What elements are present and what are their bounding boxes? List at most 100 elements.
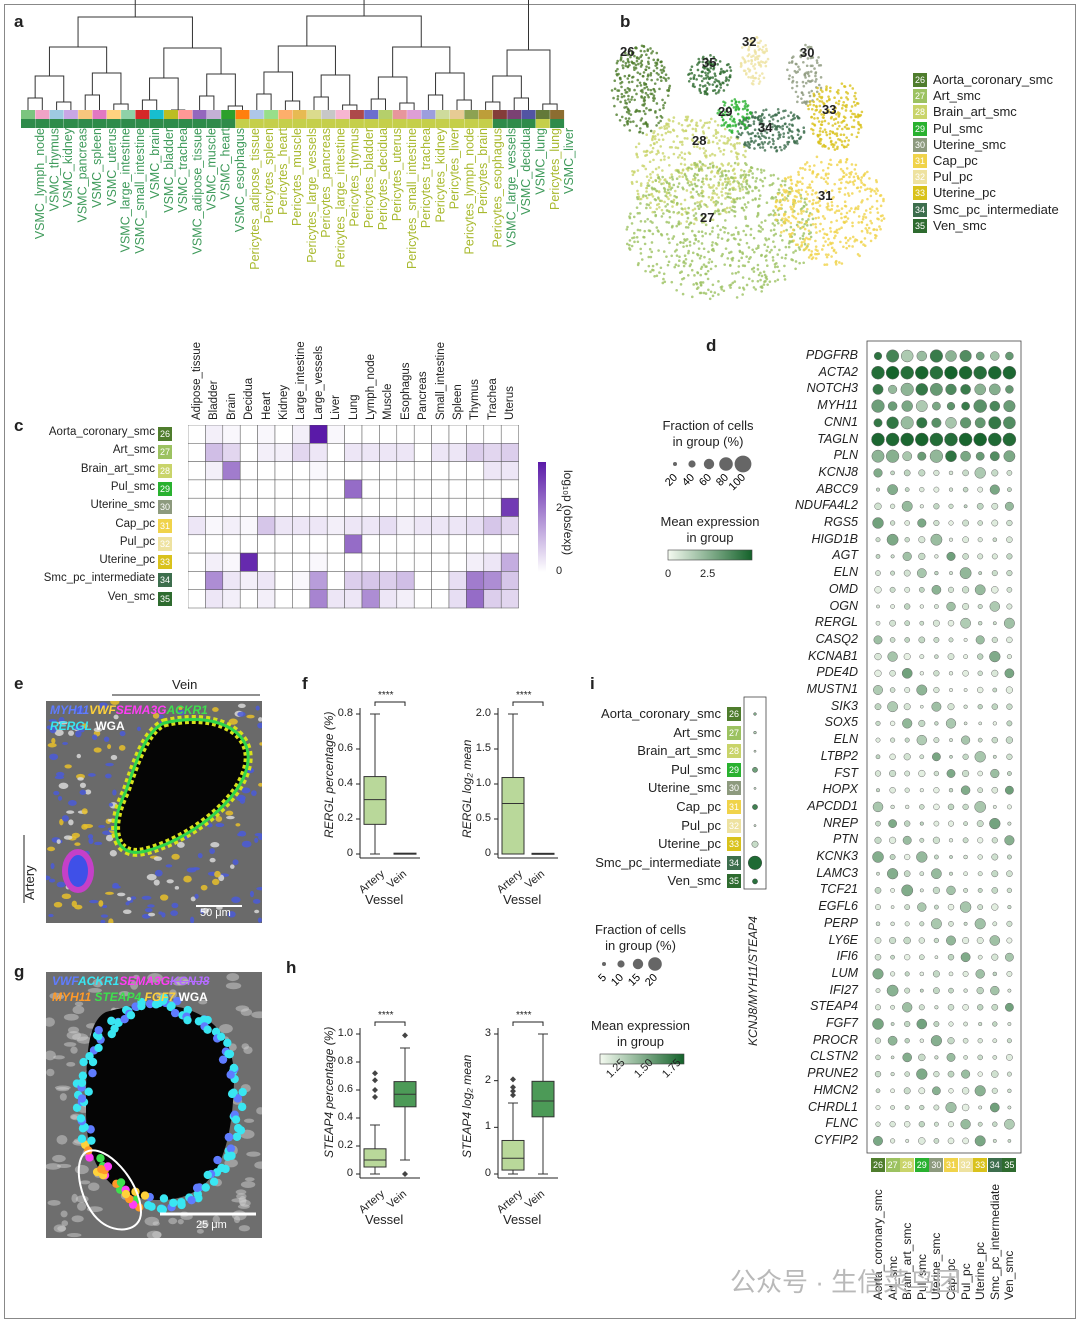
umap-cell-point — [875, 199, 879, 203]
umap-cell-point — [702, 77, 706, 80]
umap-cell-point — [653, 82, 657, 85]
heat-cell — [188, 589, 206, 609]
umap-cell-point — [870, 221, 874, 225]
i-row-art_smc: Art_smc — [673, 724, 721, 740]
e-cell-spot — [144, 908, 153, 913]
a-strip-celltype — [521, 119, 536, 128]
i-dot — [747, 855, 763, 870]
umap-cell-point — [778, 248, 781, 252]
umap-cell-point — [742, 229, 745, 233]
umap-cell-point — [749, 111, 752, 114]
umap-cell-point — [643, 229, 647, 233]
d-dot — [901, 884, 914, 897]
umap-cell-point — [732, 233, 736, 236]
umap-cell-point — [616, 97, 620, 101]
d-xlabel-smc_pc_intermediate: Smc_pc_intermediate — [987, 1183, 1002, 1300]
d-dot — [946, 601, 956, 612]
g-cell-dot — [78, 1071, 88, 1080]
umap-cell-point — [738, 141, 741, 145]
umap-cell-point — [852, 100, 856, 104]
umap-cell-point — [730, 200, 734, 204]
umap-cell-point — [674, 146, 678, 149]
legend-label-29: Pul_smc — [933, 120, 983, 136]
d-dot — [875, 554, 881, 559]
e-cell-spot — [103, 736, 110, 742]
umap-cell-point — [801, 80, 805, 84]
heat-cell — [431, 534, 450, 554]
d-chip-26: 26 — [871, 1158, 885, 1172]
umap-cell-point — [810, 107, 814, 111]
umap-cell-point — [782, 229, 786, 233]
g-tissue-spot — [76, 1036, 93, 1044]
umap-cell-point — [754, 198, 757, 201]
umap-cell-point — [728, 251, 731, 255]
umap-cell-point — [868, 187, 872, 191]
umap-cell-point — [746, 126, 749, 129]
a-label-vsmc_thymus: VSMC_thymus — [47, 128, 62, 212]
umap-cell-point — [863, 237, 867, 240]
umap-cell-point — [657, 180, 661, 184]
umap-cell-point — [752, 64, 755, 68]
d-dot — [947, 586, 955, 593]
e-cell-spot — [241, 840, 252, 848]
umap-cell-point — [642, 71, 646, 74]
d-dot — [889, 503, 896, 509]
c-row-smc_pc_intermediate: Smc_pc_intermediate — [43, 572, 155, 585]
g-stain-myh11: MYH11 — [52, 990, 92, 1004]
d-dot — [991, 1087, 998, 1094]
umap-cell-point — [766, 57, 770, 61]
a-dendrogram-link — [199, 95, 215, 110]
d-dot — [948, 537, 954, 542]
umap-cell-point — [624, 99, 627, 102]
d-dot — [989, 650, 1001, 663]
heat-cell — [466, 479, 485, 499]
umap-cell-point — [707, 261, 711, 264]
umap-cell-point — [783, 278, 787, 281]
umap-cell-point — [668, 182, 671, 185]
d-chip-35: 35 — [1002, 1158, 1017, 1172]
umap-cell-point — [709, 186, 712, 189]
d-dot — [963, 688, 968, 692]
umap-cell-point — [662, 186, 666, 190]
umap-cell-point — [680, 207, 684, 210]
umap-cell-point — [847, 139, 850, 142]
c-chip-26: 26 — [158, 427, 172, 441]
umap-cell-point — [818, 204, 822, 207]
umap-cell-point — [716, 236, 720, 239]
umap-cell-point — [795, 195, 798, 199]
umap-cell-point — [770, 195, 774, 199]
e-cell-spot — [190, 896, 196, 902]
umap-cell-point — [789, 221, 793, 225]
umap-cluster-29: 29 — [718, 104, 733, 119]
g-cell-dot — [183, 1005, 192, 1015]
heat-cell — [466, 461, 485, 481]
d-dot — [1004, 668, 1015, 679]
d-dot — [933, 820, 940, 827]
d-dot — [900, 416, 914, 430]
umap-cell-point — [752, 54, 755, 58]
umap-cell-point — [626, 77, 630, 80]
umap-cell-point — [695, 287, 699, 290]
umap-cell-point — [830, 255, 833, 258]
umap-cell-point — [710, 248, 714, 252]
umap-cell-point — [818, 99, 822, 103]
umap-cell-point — [787, 114, 790, 118]
umap-cell-point — [808, 94, 812, 98]
umap-cell-point — [721, 174, 724, 178]
umap-cell-point — [847, 194, 851, 197]
umap-cell-point — [835, 209, 839, 213]
umap-cell-point — [754, 186, 757, 190]
d-mean-title: Mean expression in group — [660, 514, 760, 545]
c-col-kidney: Kidney — [278, 384, 290, 420]
umap-cell-point — [715, 187, 718, 190]
umap-cell-point — [750, 59, 754, 63]
umap-cell-point — [817, 252, 821, 256]
umap-cell-point — [845, 123, 849, 127]
umap-cell-point — [725, 63, 729, 67]
umap-cell-point — [850, 133, 854, 136]
heat-cell — [431, 571, 450, 590]
d-gene-omd: OMD — [828, 581, 858, 596]
umap-cluster-35: 35 — [702, 55, 717, 70]
d-dot — [874, 1037, 882, 1044]
umap-cell-point — [782, 116, 786, 119]
